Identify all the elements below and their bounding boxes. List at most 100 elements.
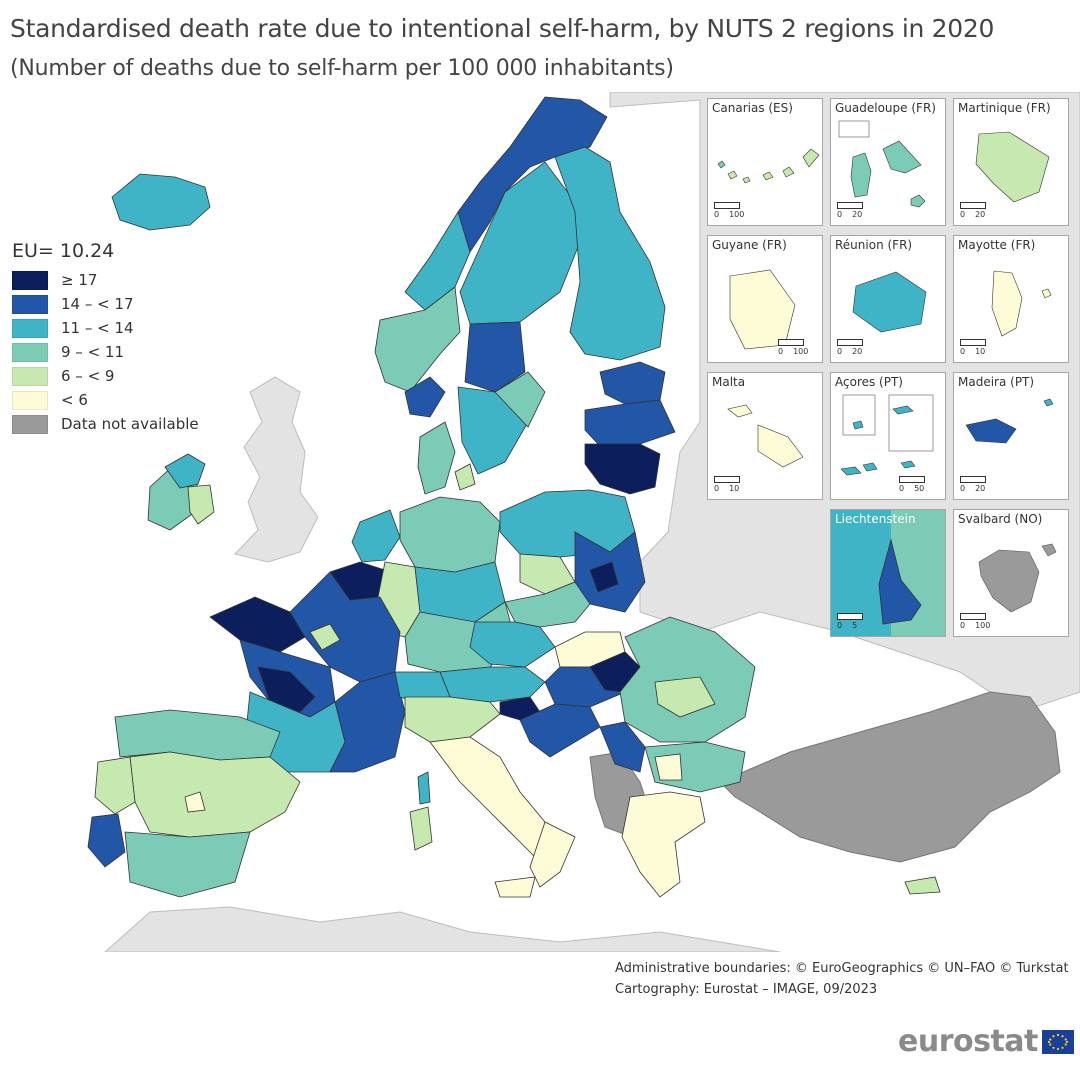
legend-label: ≥ 17 — [61, 271, 98, 289]
region-spain-central — [129, 751, 301, 838]
map-title: Standardised death rate due to intention… — [10, 14, 995, 43]
region-france-northwest — [209, 596, 306, 653]
legend-label: 6 – < 9 — [61, 367, 115, 385]
inset-title: Guadeloupe (FR) — [835, 101, 936, 115]
legend-row: 6 – < 9 — [12, 364, 199, 388]
legend-swatch — [12, 414, 48, 434]
inset-map — [991, 270, 1052, 337]
inset-mayotte: Mayotte (FR) 0 10 — [953, 235, 1069, 363]
inset-map — [838, 120, 926, 208]
legend-row: 11 – < 14 — [12, 316, 199, 340]
region-cyprus — [904, 876, 941, 895]
region-romania-central — [654, 676, 716, 718]
legend-swatch — [12, 270, 48, 290]
legend-label: 9 – < 11 — [61, 343, 125, 361]
region-norway-west — [374, 286, 461, 393]
legend-label: Data not available — [61, 415, 199, 433]
region-finland — [554, 146, 666, 361]
scale-bar: 0 20 — [837, 202, 863, 219]
inset-map — [717, 148, 820, 184]
legend-swatch — [12, 294, 48, 314]
region-germany-north — [399, 496, 501, 573]
inset-title: Madeira (PT) — [958, 375, 1035, 389]
footer-credits: Administrative boundaries: © EuroGeograp… — [615, 958, 1069, 1000]
region-lithuania — [584, 443, 661, 495]
eu-flag-icon — [1041, 1029, 1074, 1054]
region-sweden-middle — [464, 321, 526, 393]
inset-map — [727, 404, 804, 468]
inset-guyane: Guyane (FR) 0 100 — [707, 235, 823, 363]
inset-map — [852, 271, 927, 333]
inset-title: Canarias (ES) — [712, 101, 793, 115]
legend-label: 11 – < 14 — [61, 319, 134, 337]
region-croatia — [519, 703, 601, 758]
legend-label: 14 – < 17 — [61, 295, 134, 313]
inset-martinique: Martinique (FR) 0 20 — [953, 98, 1069, 226]
inset-guadeloupe: Guadeloupe (FR) 0 20 — [830, 98, 946, 226]
region-sardinia — [409, 806, 433, 851]
region-denmark — [417, 421, 456, 495]
region-poland-north — [499, 489, 636, 558]
scale-bar: 0 10 — [960, 339, 986, 356]
inset-map — [978, 543, 1057, 613]
legend-swatch — [12, 390, 48, 410]
region-iceland — [111, 173, 211, 231]
region-italy-north — [404, 696, 501, 743]
scale-bar: 0 100 — [714, 202, 744, 219]
legend-row: Data not available — [12, 412, 199, 436]
land-north-africa — [103, 906, 781, 953]
inset-title: Açores (PT) — [835, 375, 903, 389]
scale-bar: 0 50 — [899, 476, 925, 493]
region-france-north — [289, 571, 401, 683]
region-greece — [621, 791, 706, 898]
inset-svalbard: Svalbard (NO) 0 100 — [953, 509, 1069, 637]
region-ireland-east — [187, 484, 215, 525]
region-serbia — [599, 721, 646, 773]
region-bulgaria-west — [654, 753, 683, 781]
footer-line-cartography: Cartography: Eurostat – IMAGE, 09/2023 — [615, 982, 878, 997]
scale-bar: 0 20 — [960, 476, 986, 493]
land-uk — [234, 376, 319, 563]
legend-title: EU= 10.24 — [12, 240, 115, 262]
map-legend: EU= 10.24 ≥ 17 14 – < 17 11 – < 14 9 – <… — [12, 240, 199, 436]
region-norway-middle — [404, 211, 471, 311]
scale-bar: 0 100 — [960, 613, 990, 630]
inset-reunion: Réunion (FR) 0 20 — [830, 235, 946, 363]
inset-malta: Malta 0 10 — [707, 372, 823, 500]
scale-bar: 0 20 — [837, 339, 863, 356]
region-spain-madrid — [184, 791, 206, 813]
region-poland-southeast — [589, 561, 619, 593]
inset-title: Mayotte (FR) — [958, 238, 1036, 252]
legend-swatch — [12, 342, 48, 362]
inset-title: Svalbard (NO) — [958, 512, 1043, 526]
legend-row: 9 – < 11 — [12, 340, 199, 364]
scale-bar: 0 10 — [714, 476, 740, 493]
region-estonia — [599, 361, 666, 405]
region-france-centre — [309, 623, 341, 651]
inset-map — [975, 131, 1050, 203]
inset-title: Liechtenstein — [835, 512, 916, 526]
region-sweden-north — [459, 161, 581, 325]
legend-row: 14 – < 17 — [12, 292, 199, 316]
region-norway-south — [404, 376, 446, 418]
region-portugal-south — [87, 813, 126, 868]
map-subtitle: (Number of deaths due to self-harm per 1… — [10, 56, 674, 81]
legend-swatch — [12, 366, 48, 386]
legend-row: ≥ 17 — [12, 268, 199, 292]
region-ireland-north — [164, 453, 206, 489]
region-spain-south — [124, 831, 251, 898]
inset-map — [878, 510, 945, 636]
legend-row: < 6 — [12, 388, 199, 412]
logo-text: eurostat — [898, 1024, 1038, 1059]
region-france-poitou — [257, 666, 316, 713]
footer-line-boundaries: Administrative boundaries: © EuroGeograp… — [615, 961, 1069, 976]
region-latvia — [584, 399, 676, 445]
inset-title: Guyane (FR) — [712, 238, 787, 252]
inset-title: Réunion (FR) — [835, 238, 913, 252]
region-sweden-east — [494, 371, 546, 428]
scale-bar: 0 20 — [960, 202, 986, 219]
region-portugal-north — [94, 756, 136, 815]
region-italy-south — [529, 821, 576, 888]
